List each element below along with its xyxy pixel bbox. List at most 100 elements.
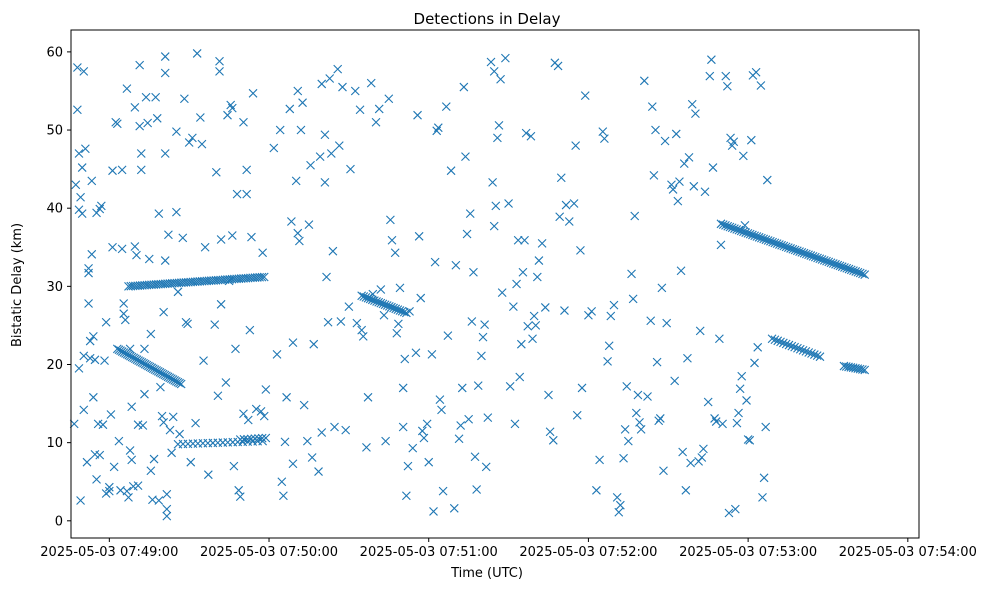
data-point-136 <box>242 189 252 199</box>
data-point-292 <box>556 173 566 183</box>
data-point-366 <box>714 334 724 344</box>
data-point-295 <box>564 217 574 226</box>
data-point-236 <box>449 503 459 513</box>
data-point-172 <box>317 428 327 437</box>
data-point-118 <box>213 391 223 401</box>
y-tick-label-4: 40 <box>46 202 63 217</box>
data-point-30 <box>95 204 105 214</box>
track-6-point-12 <box>801 347 811 356</box>
data-point-10 <box>77 209 87 219</box>
data-point-170 <box>314 467 323 476</box>
data-point-2 <box>72 63 82 72</box>
data-point-96 <box>167 448 176 458</box>
data-point-348 <box>681 485 691 495</box>
data-point-140 <box>247 232 256 242</box>
data-point-110 <box>192 49 202 58</box>
data-point-268 <box>508 302 518 312</box>
data-point-74 <box>144 254 154 264</box>
data-point-376 <box>732 418 742 428</box>
data-point-260 <box>491 201 501 211</box>
data-point-309 <box>604 341 614 351</box>
data-point-265 <box>500 53 510 63</box>
data-point-235 <box>446 166 456 176</box>
data-point-13 <box>79 67 89 76</box>
data-point-228 <box>432 126 442 136</box>
data-point-38 <box>104 486 114 496</box>
data-point-229 <box>433 123 443 133</box>
data-point-81 <box>154 496 164 505</box>
data-point-263 <box>496 74 505 84</box>
data-point-327 <box>643 392 652 401</box>
data-point-340 <box>668 185 678 194</box>
data-point-196 <box>366 78 376 88</box>
data-point-5 <box>74 149 84 158</box>
data-point-206 <box>390 248 400 258</box>
data-point-50 <box>119 299 129 308</box>
data-point-60 <box>130 102 140 112</box>
data-point-246 <box>467 317 477 326</box>
data-point-139 <box>245 325 255 335</box>
data-point-297 <box>571 141 581 151</box>
data-point-91 <box>162 511 172 521</box>
data-point-207 <box>392 328 402 338</box>
data-point-155 <box>286 217 296 226</box>
track-8-point-4 <box>250 434 260 444</box>
data-point-26 <box>90 355 100 365</box>
data-point-176 <box>322 272 331 282</box>
track-8-point-5 <box>254 434 263 443</box>
track-6-point-11 <box>798 345 808 355</box>
data-point-21 <box>87 176 97 186</box>
data-point-311 <box>609 300 619 310</box>
data-point-380 <box>738 151 748 161</box>
data-point-234 <box>443 331 453 340</box>
data-point-88 <box>160 52 170 61</box>
data-point-15 <box>82 457 92 467</box>
data-point-82 <box>154 209 164 219</box>
data-point-284 <box>537 238 547 248</box>
data-point-261 <box>493 133 502 143</box>
data-point-253 <box>480 320 490 330</box>
data-point-364 <box>710 414 719 423</box>
data-point-68 <box>136 165 146 175</box>
data-point-191 <box>355 105 365 115</box>
data-point-318 <box>623 436 633 446</box>
data-point-145 <box>259 411 269 421</box>
track-6-point-14 <box>807 349 816 358</box>
data-point-300 <box>577 383 587 393</box>
track-8-point-2 <box>243 434 252 444</box>
data-point-90 <box>160 256 170 265</box>
data-point-329 <box>647 102 657 111</box>
data-point-319 <box>627 269 636 279</box>
data-point-112 <box>197 139 207 149</box>
data-point-316 <box>620 424 630 434</box>
data-point-3 <box>72 105 82 115</box>
data-point-226 <box>429 507 438 516</box>
data-point-95 <box>165 425 175 435</box>
data-point-291 <box>555 212 565 222</box>
data-point-72 <box>141 92 151 102</box>
data-point-383 <box>743 435 753 444</box>
data-point-47 <box>117 244 127 254</box>
data-point-354 <box>691 109 700 119</box>
data-point-368 <box>718 419 727 429</box>
data-point-123 <box>221 378 231 387</box>
data-point-161 <box>294 236 304 246</box>
data-point-393 <box>761 422 771 432</box>
data-point-336 <box>659 466 668 476</box>
data-point-138 <box>243 415 253 425</box>
data-point-24 <box>88 392 98 402</box>
data-point-360 <box>703 397 713 407</box>
data-point-223 <box>422 419 432 429</box>
data-point-65 <box>135 60 145 70</box>
data-point-103 <box>179 94 189 104</box>
data-point-70 <box>140 389 149 399</box>
data-point-9 <box>77 163 87 172</box>
data-point-306 <box>598 127 608 136</box>
data-point-31 <box>95 450 105 460</box>
data-point-283 <box>534 256 544 265</box>
data-point-19 <box>85 336 95 346</box>
data-point-33 <box>98 420 108 430</box>
data-point-378 <box>735 384 745 394</box>
data-point-307 <box>600 134 609 144</box>
data-point-49 <box>119 309 129 319</box>
